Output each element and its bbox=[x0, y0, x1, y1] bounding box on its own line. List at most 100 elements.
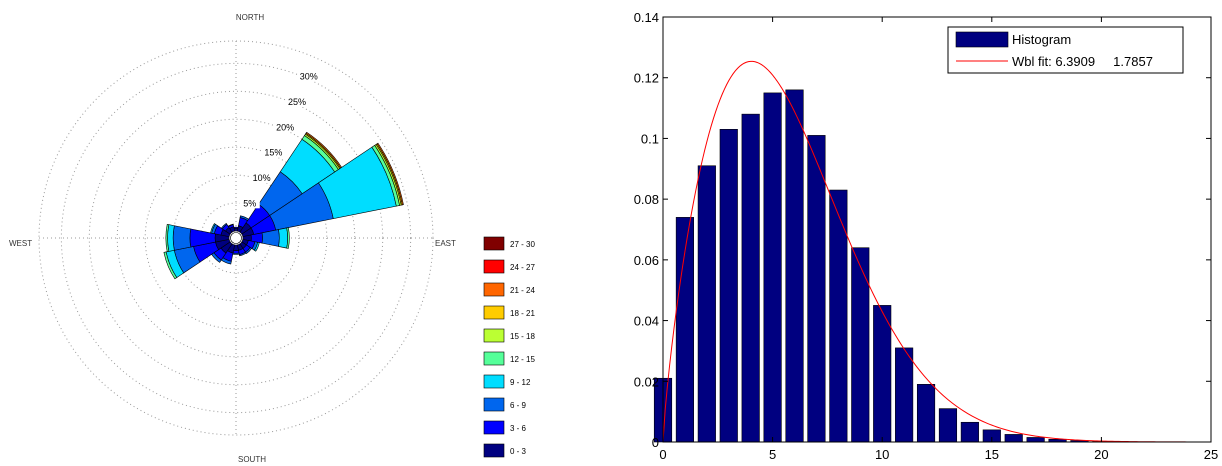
axes-box bbox=[662, 16, 1212, 443]
rose-center-hole bbox=[230, 232, 242, 244]
rose-segment-11-4 bbox=[163, 251, 178, 280]
rose-segment-8-2 bbox=[232, 252, 240, 255]
legend-fit-label: Wbl fit: 6.3909 1.7857 bbox=[1012, 54, 1153, 69]
y-tick-label-2: 0.04 bbox=[634, 314, 659, 329]
y-tick-label-4: 0.08 bbox=[634, 192, 659, 207]
legend-swatch-9 bbox=[483, 236, 505, 251]
direction-west: WEST bbox=[9, 239, 32, 248]
legend-swatch-7 bbox=[483, 282, 505, 297]
histogram-bar-13 bbox=[938, 408, 958, 443]
legend-label-8: 24 - 27 bbox=[510, 263, 535, 272]
y-tick-label-0: 0 bbox=[652, 435, 659, 450]
histogram-bar-2 bbox=[697, 165, 716, 443]
legend-label-7: 21 - 24 bbox=[510, 286, 535, 295]
grid-ring-15 bbox=[144, 146, 328, 330]
rose-segment-12-3 bbox=[167, 224, 175, 252]
rose-sectors bbox=[163, 131, 404, 280]
ring-label-2: 15% bbox=[264, 148, 282, 158]
legend-swatch-2 bbox=[483, 397, 505, 412]
direction-south: SOUTH bbox=[238, 455, 266, 464]
ring-label-bg-0 bbox=[239, 198, 260, 209]
grid-ring-10 bbox=[172, 174, 300, 302]
histogram-bar-3 bbox=[719, 129, 738, 443]
histogram-bar-17 bbox=[1026, 437, 1045, 443]
rose-segment-5-3 bbox=[253, 241, 260, 252]
x-tick-label-3: 15 bbox=[985, 447, 999, 462]
rose-segment-0-1 bbox=[233, 226, 239, 229]
legend-swatch-0 bbox=[483, 443, 505, 458]
rose-segment-8-1 bbox=[232, 249, 240, 254]
legend-swatch-6 bbox=[483, 305, 505, 320]
x-tick-label-1: 5 bbox=[769, 447, 776, 462]
legend-histogram-swatch bbox=[955, 31, 1009, 48]
ring-label-4: 25% bbox=[288, 97, 306, 107]
legend-label-1: 3 - 6 bbox=[510, 424, 527, 433]
x-tick-label-0: 0 bbox=[659, 447, 666, 462]
x-tick-label-5: 25 bbox=[1204, 447, 1218, 462]
grid-ring-30 bbox=[60, 62, 412, 414]
y-tick-label-6: 0.12 bbox=[634, 71, 659, 86]
rose-segment-12-4 bbox=[165, 223, 170, 253]
ring-label-bg-3 bbox=[275, 122, 296, 133]
histogram-chart: 0 5 10 15 20 25 0 0.02 0.04 0.06 0.08 0.1 0.12 0.14 Hi… bbox=[634, 10, 1219, 462]
histogram-bar-7 bbox=[807, 135, 826, 443]
histogram-bar-5 bbox=[763, 92, 782, 443]
legend-swatch-3 bbox=[483, 374, 505, 389]
ring-label-0: 5% bbox=[243, 198, 256, 208]
ring-label-5: 30% bbox=[300, 72, 318, 82]
histogram-bar-10 bbox=[873, 305, 892, 443]
legend-label-4: 12 - 15 bbox=[510, 355, 535, 364]
histogram-bar-4 bbox=[741, 113, 760, 443]
rose-segment-4-2 bbox=[261, 229, 280, 247]
ring-label-bg-5 bbox=[298, 71, 319, 82]
histogram-legend: Histogram Wbl fit: 6.3909 1.7857 bbox=[947, 26, 1184, 74]
grid-ring-20 bbox=[116, 118, 356, 358]
histogram-bar-9 bbox=[851, 247, 870, 443]
y-tick-label-5: 0.1 bbox=[641, 131, 659, 146]
rose-segment-4-3 bbox=[278, 227, 289, 249]
rose-segment-12-2 bbox=[172, 225, 192, 251]
rose-segment-15-2 bbox=[227, 223, 234, 228]
rose-segment-13-3 bbox=[210, 223, 216, 234]
rose-segment-6-2 bbox=[245, 247, 252, 254]
axis-ticks: 0 5 10 15 20 25 0 0.02 0.04 0.06 0.08 0.1 0.12 0.14 bbox=[634, 10, 1219, 462]
legend-label-0: 0 - 3 bbox=[510, 447, 527, 456]
outer-ring bbox=[38, 40, 434, 436]
histogram-bar-8 bbox=[829, 189, 848, 443]
histogram-bar-6 bbox=[785, 89, 804, 443]
legend-swatch-8 bbox=[483, 259, 505, 274]
legend-histogram-label: Histogram bbox=[1012, 32, 1071, 47]
grid-ring-25 bbox=[88, 90, 384, 386]
ring-label-1: 10% bbox=[253, 173, 271, 183]
rose-segment-7-2 bbox=[238, 251, 247, 257]
legend-swatch-1 bbox=[483, 420, 505, 435]
legend-label-5: 15 - 18 bbox=[510, 332, 535, 341]
weibull-fit-line bbox=[662, 60, 1211, 443]
histogram-bar-16 bbox=[1004, 434, 1023, 443]
y-tick-label-3: 0.06 bbox=[634, 253, 659, 268]
histogram-bar-11 bbox=[895, 347, 914, 443]
ring-label-3: 20% bbox=[276, 122, 294, 132]
legend-swatch-5 bbox=[483, 328, 505, 343]
direction-east: EAST bbox=[435, 239, 456, 248]
direction-north: NORTH bbox=[236, 13, 265, 22]
ring-label-bg-4 bbox=[287, 97, 308, 108]
rose-segment-4-4 bbox=[286, 227, 290, 249]
x-tick-label-2: 10 bbox=[875, 447, 889, 462]
legend-label-6: 18 - 21 bbox=[510, 309, 535, 318]
legend-label-2: 6 - 9 bbox=[510, 401, 527, 410]
rose-segment-3-7 bbox=[376, 142, 404, 206]
legend-swatch-4 bbox=[483, 351, 505, 366]
ring-label-bg-2 bbox=[263, 147, 284, 158]
ring-labels: 5% 10% 15% 20% 25% 30% bbox=[239, 71, 319, 209]
rose-segment-14-2 bbox=[220, 222, 228, 230]
legend-label-3: 9 - 12 bbox=[510, 378, 531, 387]
histogram-bar-12 bbox=[916, 384, 936, 443]
legend-label-9: 27 - 30 bbox=[510, 240, 535, 249]
y-tick-label-7: 0.14 bbox=[634, 10, 659, 25]
wind-speed-legend: 27 - 30 24 - 27 21 - 24 18 - 21 15 - 18 12 - … bbox=[483, 236, 535, 458]
histogram-bar-14 bbox=[960, 421, 979, 443]
wind-rose-chart: 5% 10% 15% 20% 25% 30% NORTH SOUTH EAST WEST 27 - … bbox=[9, 13, 535, 464]
x-tick-label-4: 20 bbox=[1094, 447, 1108, 462]
y-tick-label-1: 0.02 bbox=[634, 374, 659, 389]
